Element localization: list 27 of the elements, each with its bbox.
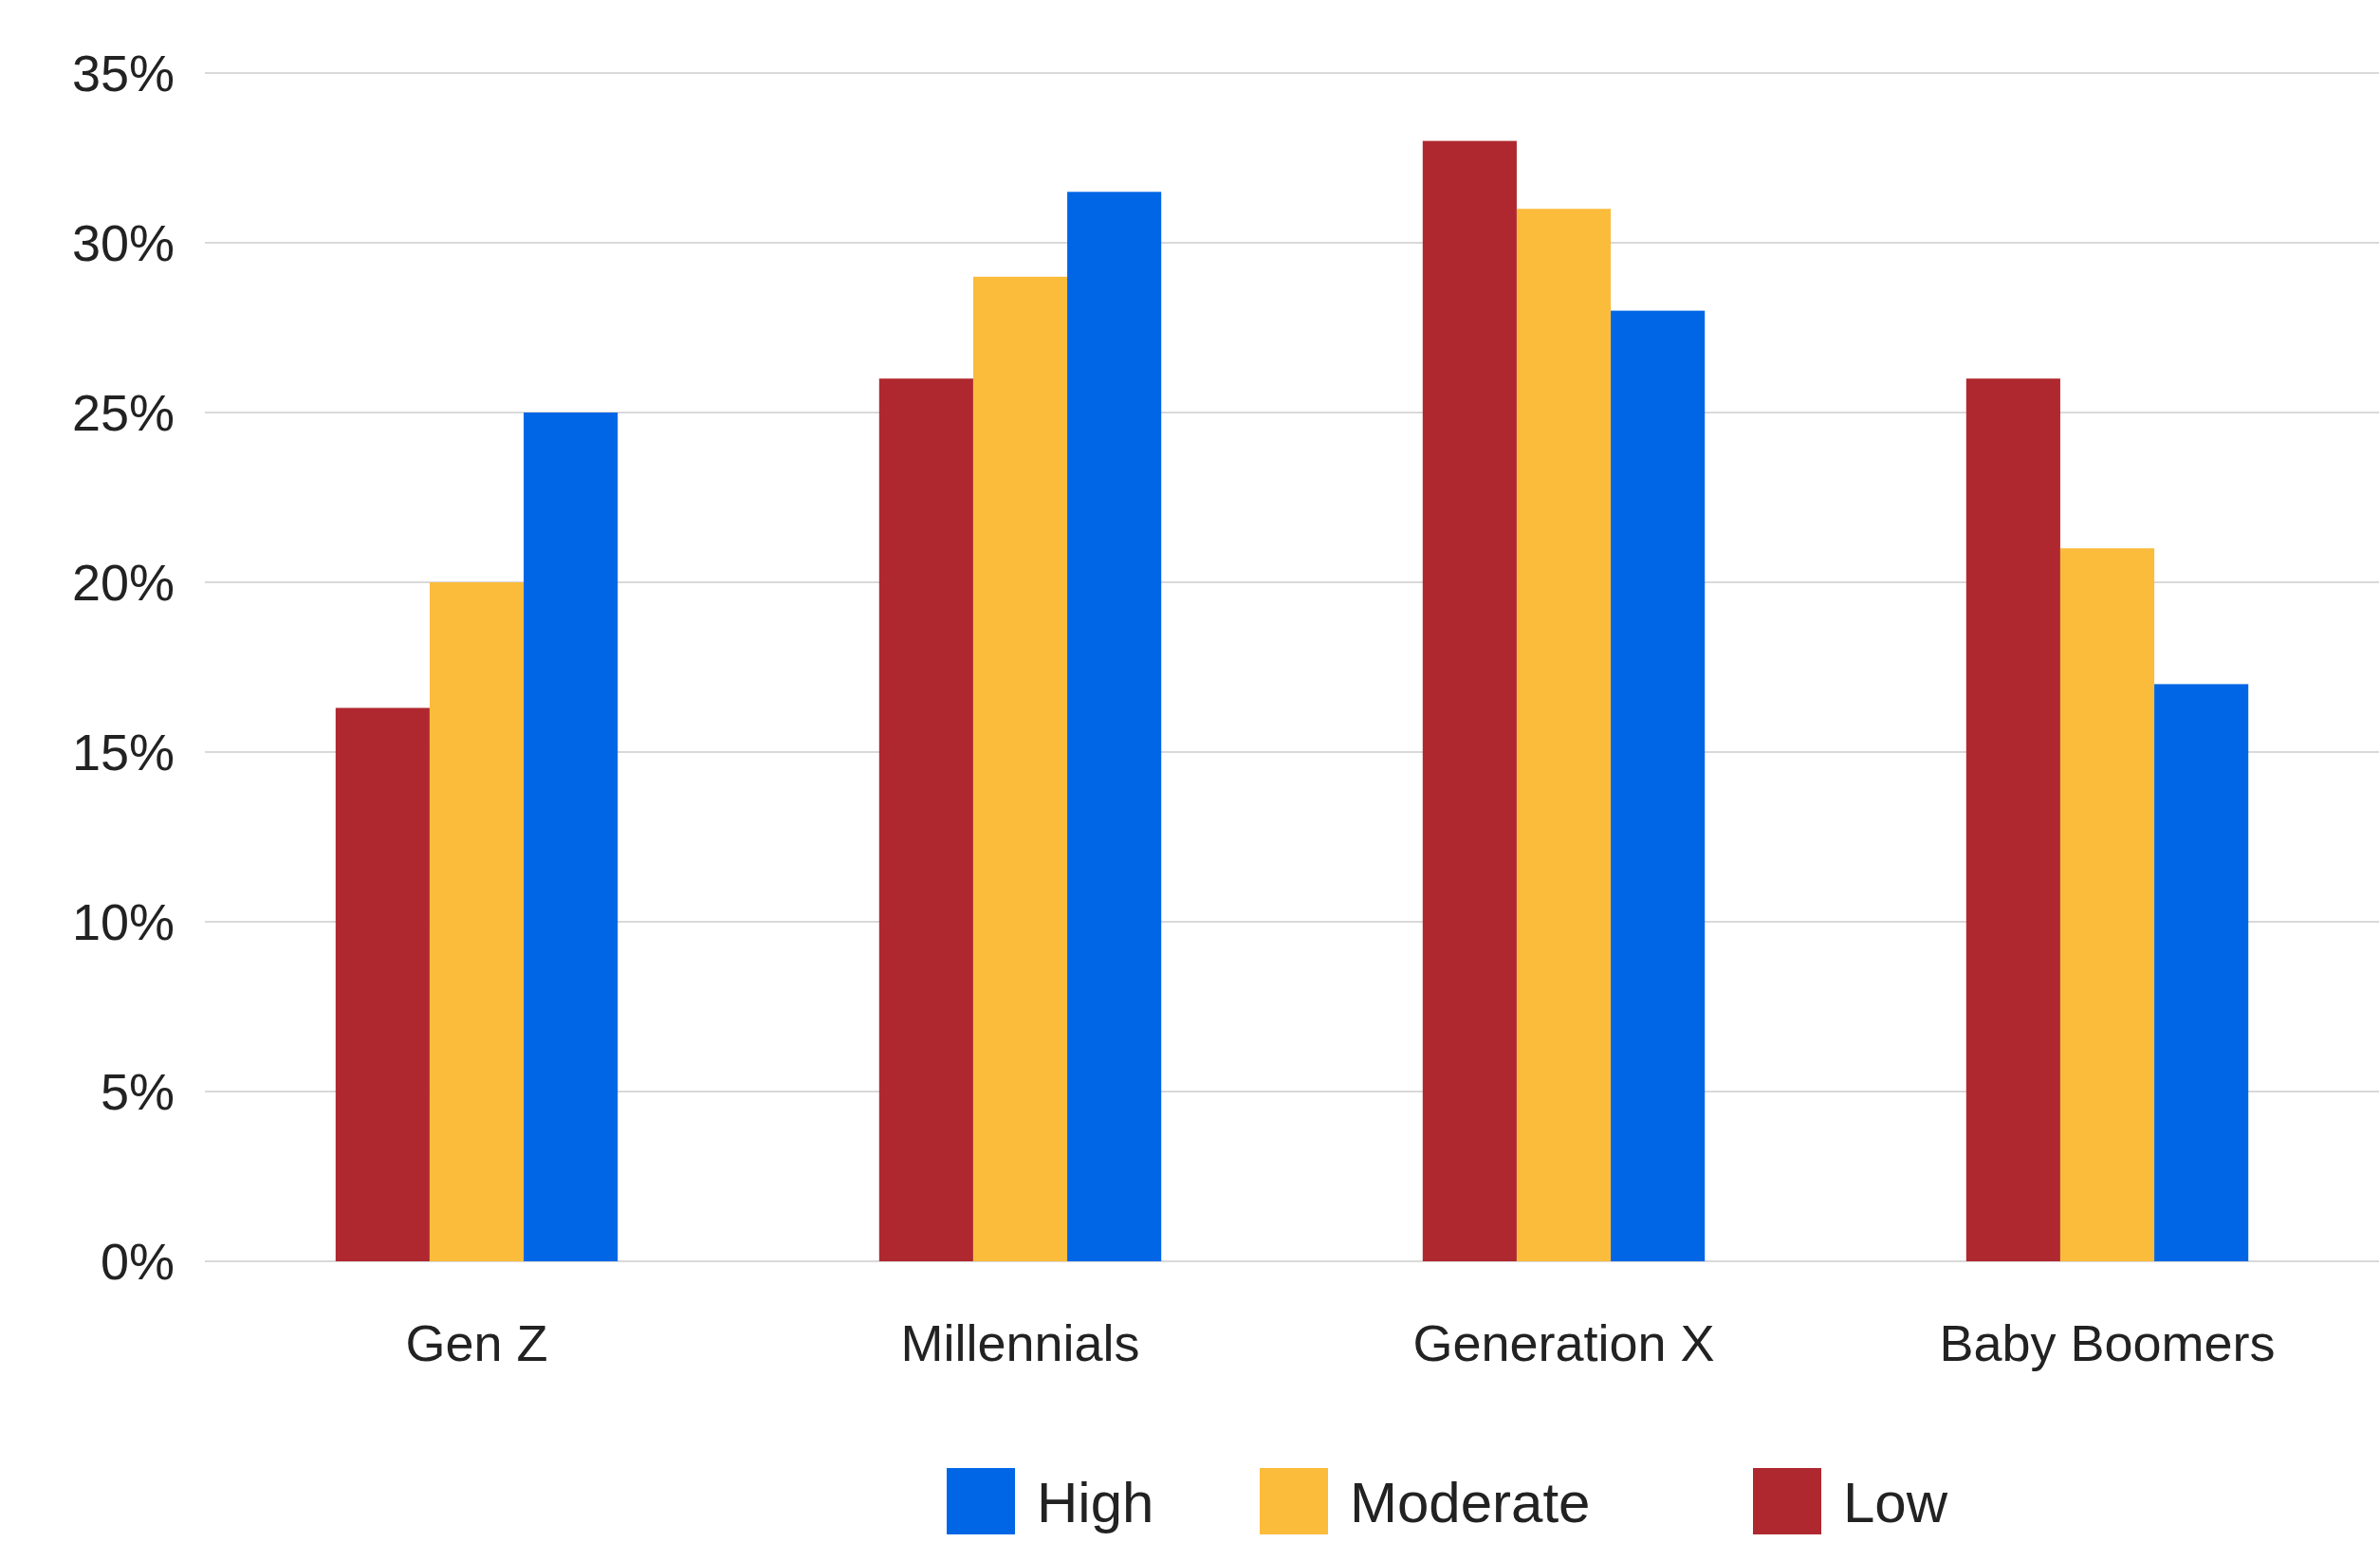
x-tick-label: Baby Boomers [1939, 1314, 2276, 1371]
bar [878, 378, 973, 1261]
bar [1422, 140, 1517, 1261]
y-tick-label: 35% [71, 45, 175, 101]
bar [1965, 378, 2060, 1261]
bar [429, 582, 525, 1261]
y-tick-label: 25% [71, 384, 175, 441]
bar [524, 413, 618, 1261]
bar [2154, 684, 2249, 1261]
bar [335, 707, 430, 1261]
y-tick-label: 15% [71, 724, 175, 780]
legend-label: Moderate [1350, 1470, 1591, 1534]
bar [1516, 209, 1612, 1261]
y-tick-label: 20% [71, 554, 175, 611]
x-tick-label: Millennials [900, 1314, 1140, 1371]
x-tick-label: Gen Z [405, 1314, 548, 1371]
bar [2059, 548, 2155, 1261]
legend-label: High [1037, 1470, 1154, 1534]
bar [972, 276, 1068, 1261]
y-tick-label: 0% [100, 1233, 175, 1290]
y-tick-label: 5% [100, 1063, 175, 1120]
y-tick-label: 30% [71, 214, 175, 271]
bar [1067, 192, 1162, 1261]
bar [1611, 310, 1706, 1261]
y-tick-label: 10% [71, 893, 175, 950]
x-tick-label: Generation X [1412, 1314, 1715, 1371]
legend-label: Low [1843, 1470, 1948, 1534]
